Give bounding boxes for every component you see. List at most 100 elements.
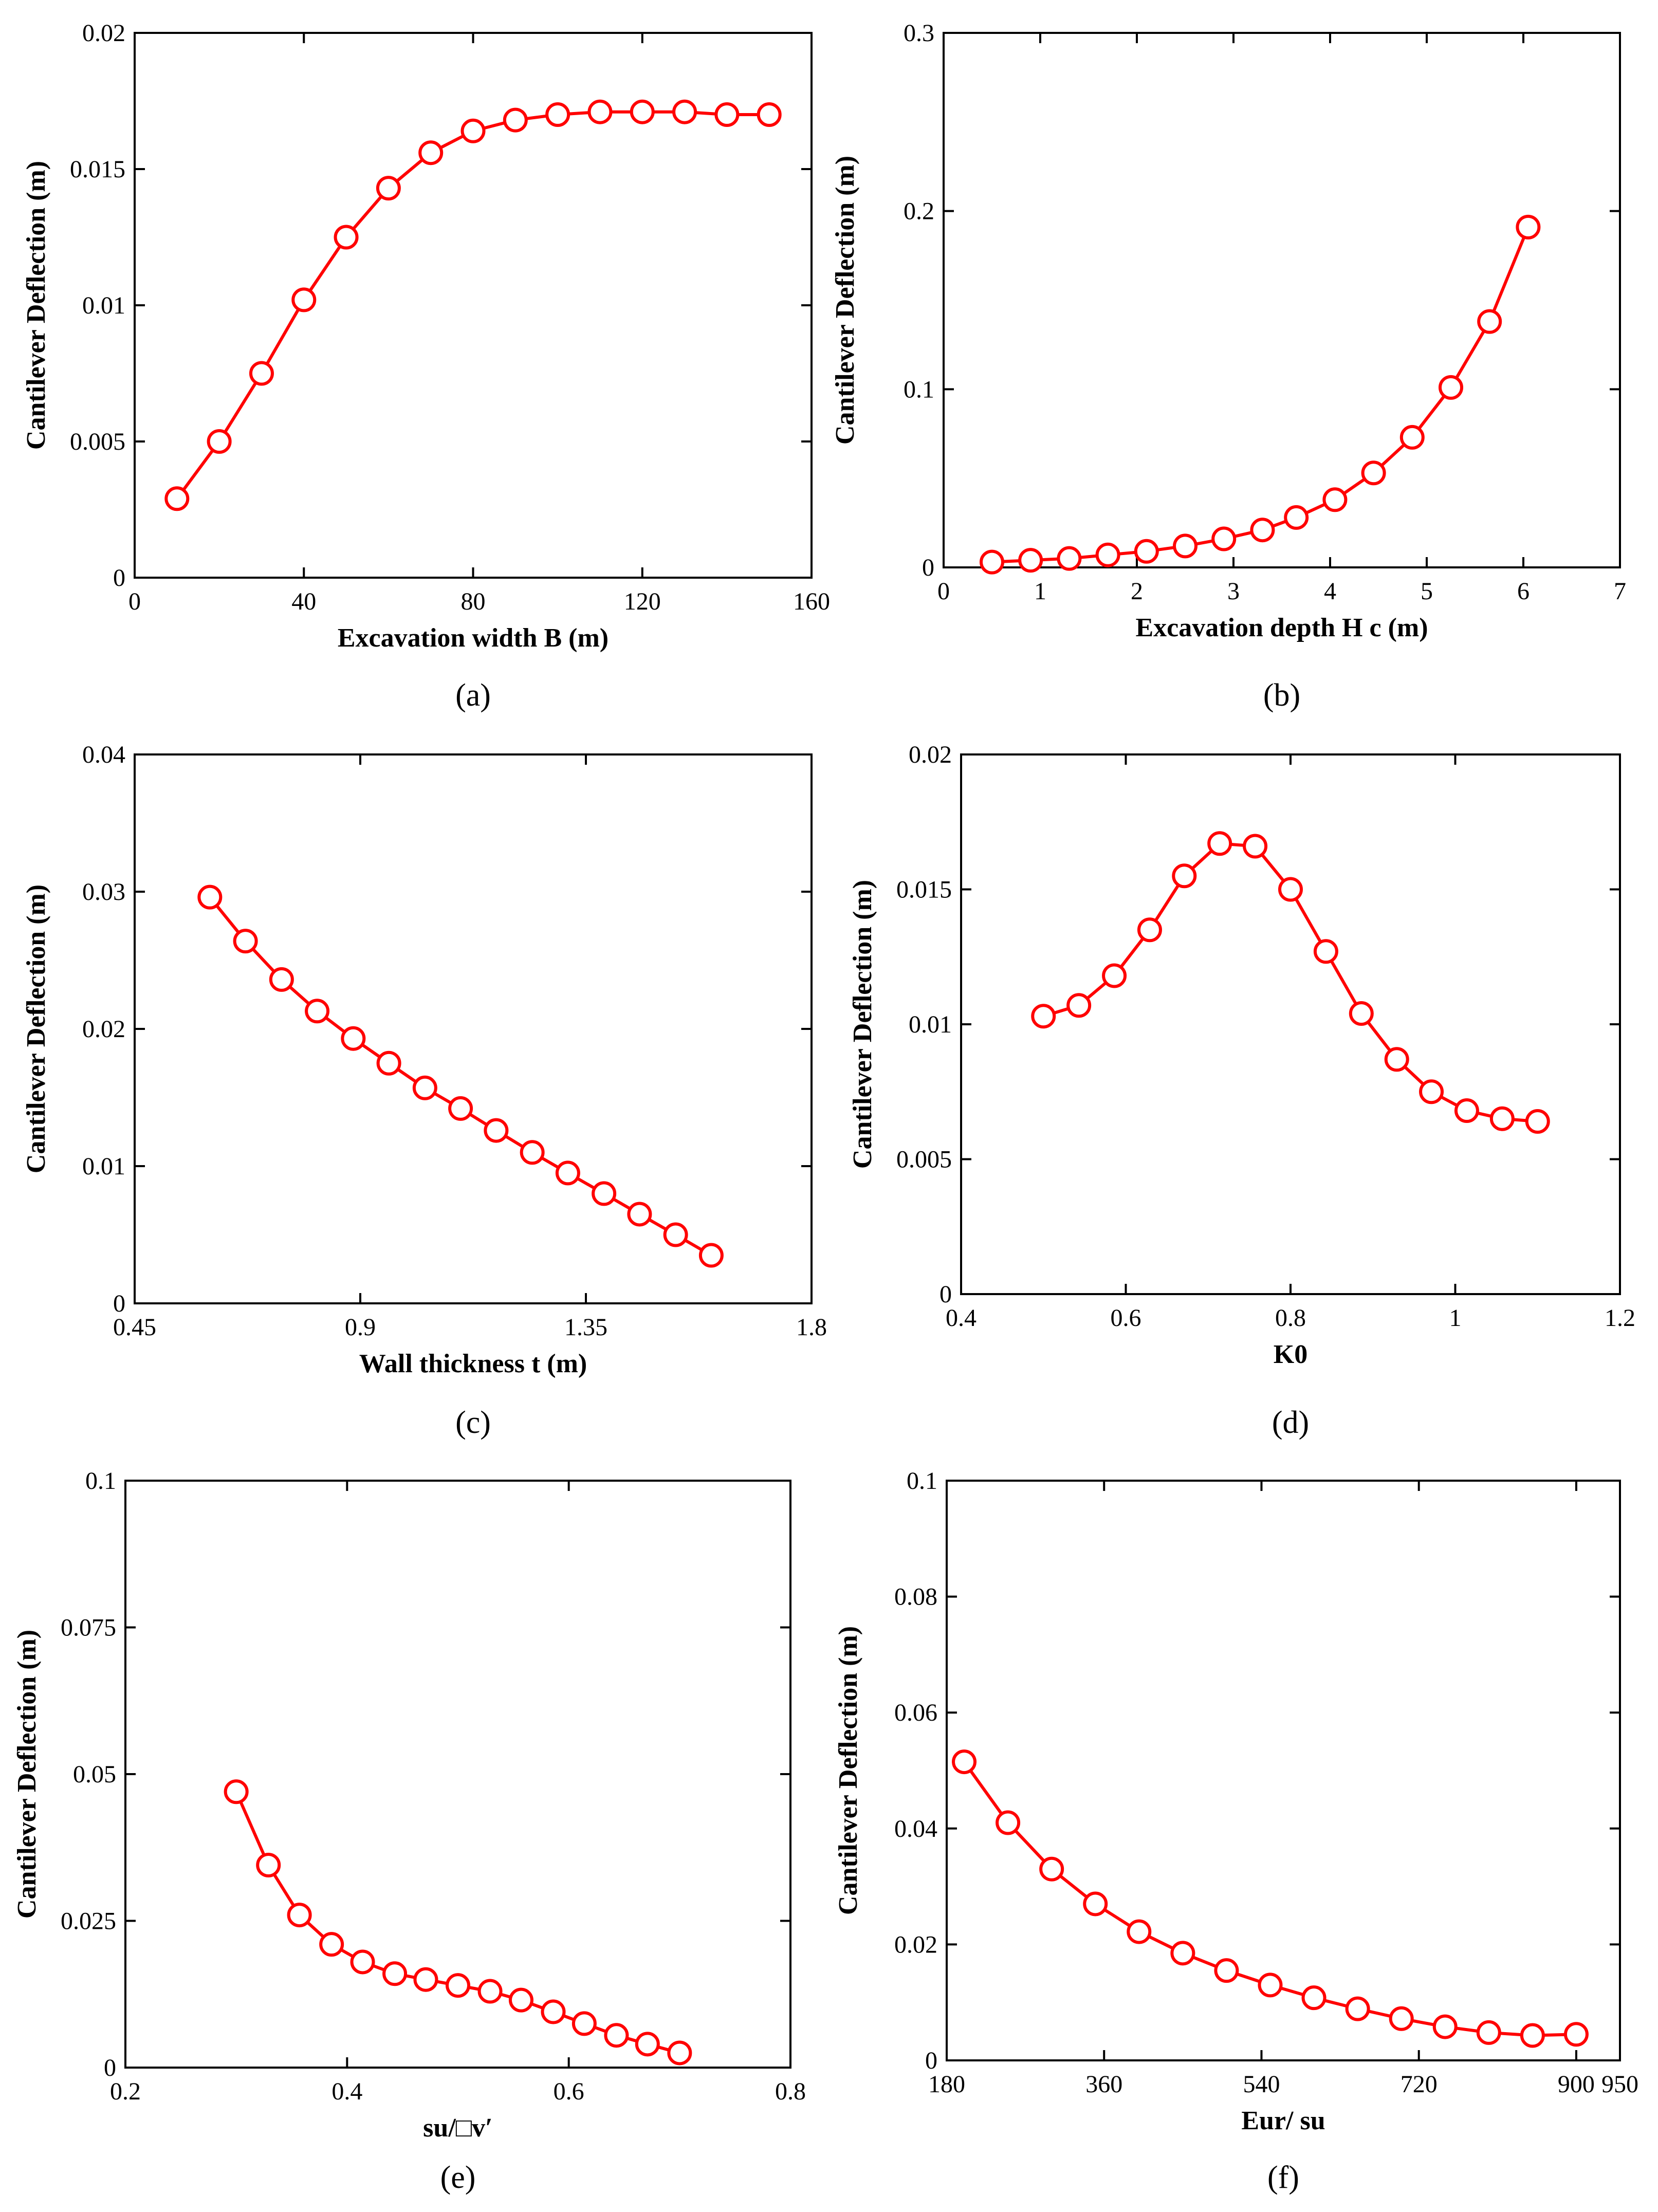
data-point <box>1095 542 1120 567</box>
data-point <box>460 118 486 143</box>
data-point <box>1476 2020 1501 2045</box>
x-tick-label: 0 <box>128 588 141 615</box>
x-tick-label: 0.9 <box>345 1314 376 1341</box>
data-point <box>207 429 232 454</box>
data-point <box>1419 1079 1444 1104</box>
y-tick-label: 0.1 <box>907 1467 937 1495</box>
y-tick-label: 0.03 <box>82 878 125 906</box>
y-tick-label: 0.01 <box>909 1011 952 1038</box>
y-tick-label: 0.015 <box>70 156 125 183</box>
data-point <box>1031 1004 1056 1029</box>
data-point <box>224 1779 249 1804</box>
chart-panel-a: 0 40 80 120 160 0 0.005 0.01 0.015 0.02 Excavation… <box>22 20 830 713</box>
x-tick-label: 0.6 <box>1111 1304 1141 1332</box>
x-tick-label: 3 <box>1227 578 1240 605</box>
data-point <box>1284 505 1309 530</box>
x-tick-label: 1 <box>1034 578 1046 605</box>
data-point <box>1399 425 1425 450</box>
x-tick-label: 4 <box>1324 578 1336 605</box>
y-tick-label: 0.2 <box>904 198 934 225</box>
y-tick-label: 0.1 <box>904 376 934 403</box>
data-point <box>1477 309 1502 334</box>
data-point <box>587 99 613 124</box>
x-tick-label: 7 <box>1614 578 1626 605</box>
data-point <box>334 225 359 250</box>
y-tick-label: 0.075 <box>61 1614 116 1642</box>
x-tick-label: 6 <box>1517 578 1530 605</box>
x-tick-label: 720 <box>1401 2071 1438 2098</box>
data-point <box>197 884 223 910</box>
data-point <box>376 1050 401 1076</box>
data-point <box>382 1961 408 1986</box>
data-point <box>1454 1098 1479 1123</box>
y-tick-label: 0.04 <box>82 741 125 768</box>
data-point <box>291 287 317 312</box>
data-point <box>164 486 190 511</box>
data-point <box>256 1853 281 1878</box>
y-tick-label: 0.005 <box>70 428 125 455</box>
y-axis-title: Cantilever Deflection (m) <box>848 880 877 1169</box>
data-point <box>604 2023 629 2048</box>
y-tick-label: 0 <box>113 1290 125 1317</box>
data-point <box>630 99 655 124</box>
x-tick-label: 80 <box>461 588 486 615</box>
data-point <box>1214 1958 1239 1983</box>
data-point <box>520 1140 545 1165</box>
data-point <box>1439 375 1463 400</box>
x-axis-title: Eur/ su <box>1241 2106 1325 2135</box>
x-axis-title: K0 <box>1274 1340 1307 1369</box>
plot-frame <box>943 32 1621 568</box>
data-point <box>541 1999 566 2024</box>
y-tick-label: 0.005 <box>896 1146 952 1173</box>
data-point <box>980 549 1004 575</box>
data-point <box>1278 877 1303 902</box>
data-point <box>672 99 697 124</box>
data-point <box>698 1243 724 1268</box>
y-tick-label: 0.02 <box>82 1016 125 1043</box>
data-point <box>1489 1106 1515 1131</box>
x-axis-title: Excavation depth H c (m) <box>1135 613 1428 642</box>
data-point <box>413 1967 438 1992</box>
data-point <box>667 2040 692 2066</box>
x-tick-label: 1.8 <box>796 1314 827 1341</box>
charts-layer: 0 40 80 120 16000.0050.010.0150.02Excavation… <box>12 20 1638 2195</box>
y-tick-label: 0.02 <box>82 20 125 47</box>
data-point <box>1313 939 1338 964</box>
x-tick-label: 900 <box>1558 2071 1595 2098</box>
x-tick-label: 160 <box>793 588 830 615</box>
y-tick-label: 0 <box>922 554 934 581</box>
x-tick-label: 1.2 <box>1605 1304 1635 1332</box>
x-tick-label: 1 <box>1449 1304 1462 1332</box>
data-point <box>1057 546 1082 571</box>
panel-label: (b) <box>1263 678 1300 713</box>
y-axis-title: Cantilever Deflection (m) <box>22 884 51 1173</box>
x-tick-label: 0.4 <box>331 2078 362 2105</box>
data-point <box>663 1222 688 1247</box>
data-point <box>1384 1047 1409 1072</box>
data-point <box>376 176 401 201</box>
x-axis-title: Excavation width B (m) <box>338 623 609 653</box>
x-tick-label: 0.8 <box>1275 1304 1306 1332</box>
data-point <box>545 102 570 127</box>
data-point <box>448 1096 473 1121</box>
data-point <box>1520 2023 1545 2048</box>
x-tick-label: 0.45 <box>113 1314 156 1341</box>
data-point <box>1207 831 1232 856</box>
data-point <box>1322 487 1348 512</box>
chart-panel-f: 180 360 540 720 900 950 0 0.02 0.04 0.06 0.08 0.1 Eu… <box>834 1467 1638 2195</box>
data-point <box>572 2011 597 2036</box>
x-tick-label: 0 <box>937 578 950 605</box>
panel-label: (d) <box>1272 1405 1309 1440</box>
panel-label: (a) <box>455 678 491 713</box>
x-tick-label: 120 <box>624 588 661 615</box>
data-point <box>418 140 444 165</box>
data-point <box>1301 1985 1327 2011</box>
data-point <box>1137 917 1162 943</box>
data-point <box>1432 2014 1458 2039</box>
data-point <box>1127 1919 1152 1944</box>
data-point <box>233 929 258 954</box>
data-point <box>484 1118 509 1143</box>
x-tick-label: 0.8 <box>775 2078 806 2105</box>
